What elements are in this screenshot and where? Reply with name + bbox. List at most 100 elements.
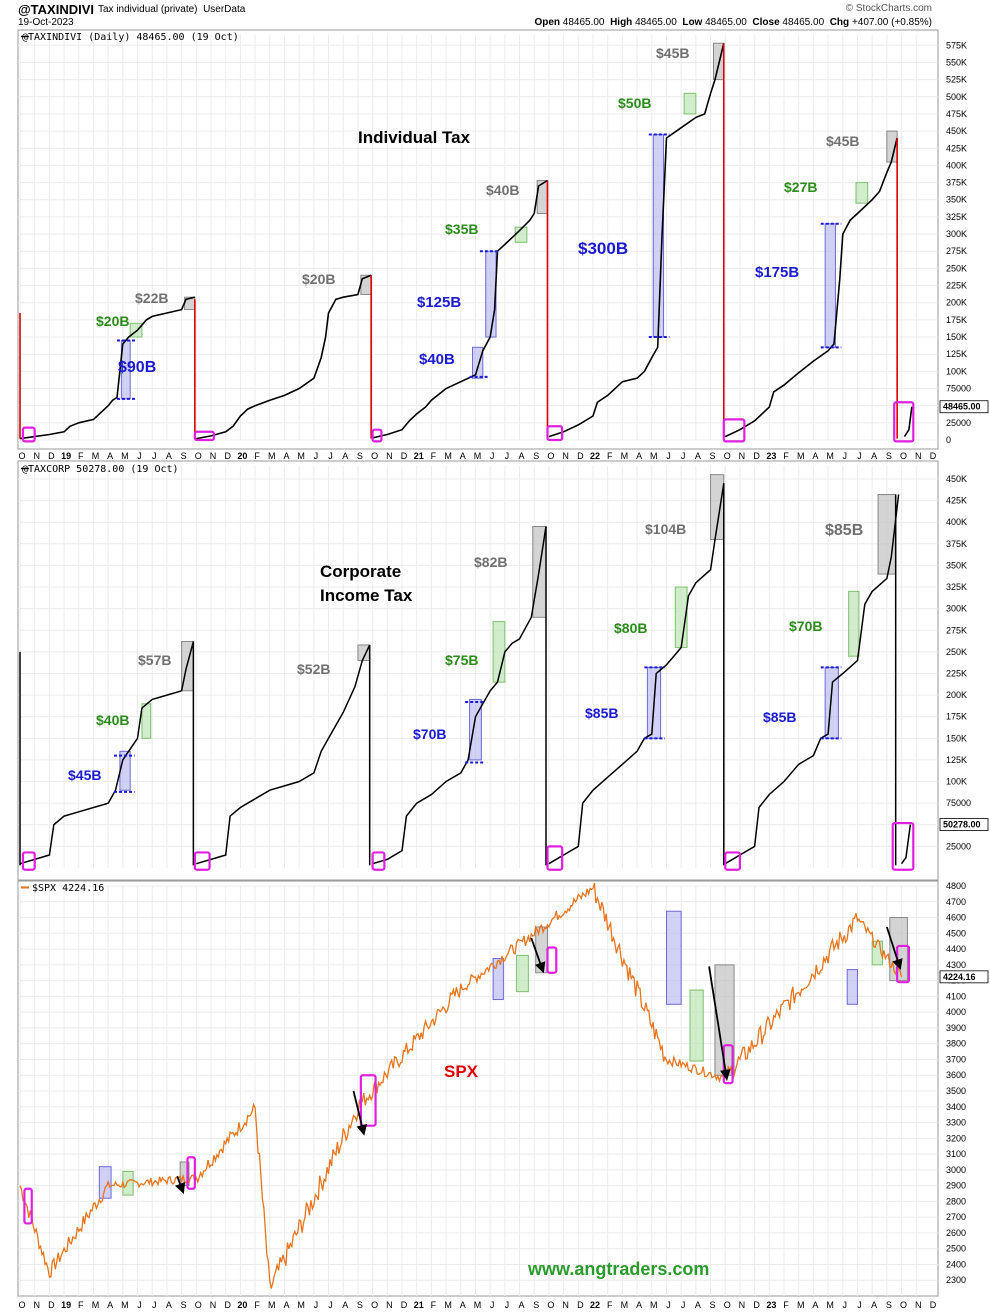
y-tick-label: 3000 bbox=[946, 1165, 966, 1175]
x-tick-label: O bbox=[371, 451, 378, 461]
x-tick-label: O bbox=[724, 1300, 731, 1310]
shaded-box-blue bbox=[485, 250, 497, 338]
x-tick-label: D bbox=[401, 451, 408, 461]
corporate-fy-line bbox=[548, 483, 725, 865]
x-tick-label: N bbox=[386, 451, 393, 461]
x-tick-label: F bbox=[431, 1300, 437, 1310]
annotation-label: $300B bbox=[578, 239, 628, 258]
x-tick-label: J bbox=[490, 1300, 495, 1310]
x-tick-label: M bbox=[474, 451, 482, 461]
annotations-individual: $22B $20B $90B $20B $40B $35B $125B $40B $45B $50… bbox=[96, 45, 859, 376]
last-value-label: 48465.00 bbox=[943, 402, 981, 412]
x-tick-label: J bbox=[505, 451, 510, 461]
footer-url: www.angtraders.com bbox=[527, 1259, 709, 1279]
shaded-box-green bbox=[141, 703, 152, 739]
ohlc-readout: Open 48465.00 High 48465.00 Low 48465.00… bbox=[534, 17, 932, 28]
y-tick-label: 3700 bbox=[946, 1054, 966, 1064]
y-tick-label: 2300 bbox=[946, 1275, 966, 1285]
y-tick-label: 2800 bbox=[946, 1196, 966, 1206]
magenta-box bbox=[21, 851, 36, 871]
x-tick-label: D bbox=[401, 1300, 408, 1310]
x-tick-label: A bbox=[166, 451, 172, 461]
shaded-box-gray bbox=[889, 917, 908, 982]
y-axis-individual: 575K 550K 525K 500K 475K 450K 425K 400K 375K 350K… bbox=[939, 40, 989, 445]
x-tick-label: J bbox=[857, 1300, 862, 1310]
x-tick-label: M bbox=[621, 1300, 629, 1310]
y-tick-label: 550K bbox=[946, 57, 967, 67]
annotation-label: $40B bbox=[486, 182, 519, 198]
trend-arrow bbox=[886, 926, 903, 971]
x-tick-label: A bbox=[519, 451, 525, 461]
x-tick-label: M bbox=[92, 1300, 100, 1310]
shaded-box-green bbox=[689, 989, 704, 1062]
last-value-box bbox=[939, 400, 989, 414]
x-tick-label: D bbox=[930, 451, 937, 461]
shaded-box-blue bbox=[98, 1166, 112, 1199]
x-tick-label: A bbox=[812, 451, 818, 461]
x-tick-label: M bbox=[444, 1300, 452, 1310]
x-tick-label: S bbox=[533, 451, 539, 461]
x-tick-label: 21 bbox=[414, 1300, 424, 1310]
x-axis-top: O N D 19 F M A M J J A S O N D 20 F M A M J J A S O N D 21 F M A M J J A S O… bbox=[18, 451, 936, 461]
shading-spx bbox=[98, 910, 908, 1199]
symbol-subtitle: Tax individual (private) UserData bbox=[98, 4, 246, 15]
x-tick-label: A bbox=[871, 1300, 877, 1310]
y-tick-label: 2900 bbox=[946, 1181, 966, 1191]
annotation-label: $22B bbox=[135, 290, 168, 306]
annotation-label: $85B bbox=[585, 705, 618, 721]
individual-fy-line bbox=[724, 137, 898, 438]
panel-corporate-tax: 450K 425K 400K 375K 350K 325K 300K 275K 250K 225K… bbox=[17, 460, 989, 881]
x-tick-label: N bbox=[210, 1300, 217, 1310]
x-tick-label: N bbox=[562, 451, 569, 461]
x-tick-label: S bbox=[886, 1300, 892, 1310]
y-axis-spx: 4800470046004500440043004200410040003900… bbox=[939, 881, 989, 1285]
magenta-box bbox=[724, 851, 742, 871]
corporate-fy-line bbox=[724, 494, 900, 865]
y-tick-label: 575K bbox=[946, 40, 967, 50]
y-tick-label: 25000 bbox=[946, 418, 971, 428]
x-tick-label: D bbox=[224, 1300, 231, 1310]
y-tick-label: 425K bbox=[946, 496, 967, 506]
x-tick-label: F bbox=[431, 451, 437, 461]
y-tick-label: 3400 bbox=[946, 1102, 966, 1112]
y-tick-label: 4300 bbox=[946, 960, 966, 970]
y-tick-label: 4400 bbox=[946, 944, 966, 954]
y-tick-label: 3900 bbox=[946, 1023, 966, 1033]
x-tick-label: D bbox=[48, 1300, 55, 1310]
y-tick-label: 400K bbox=[946, 517, 967, 527]
corporate-fy-line bbox=[196, 644, 371, 865]
x-tick-label: J bbox=[314, 451, 319, 461]
x-tick-label: J bbox=[152, 1300, 157, 1310]
last-value-box bbox=[939, 818, 989, 831]
x-tick-label: M bbox=[268, 1300, 276, 1310]
x-tick-label: 20 bbox=[237, 1300, 247, 1310]
y-tick-label: 475K bbox=[946, 109, 967, 119]
magenta-box bbox=[546, 946, 558, 974]
annotation-label: $125B bbox=[417, 294, 461, 311]
x-tick-label: O bbox=[195, 451, 202, 461]
x-tick-label: J bbox=[137, 451, 142, 461]
corporate-fy-line bbox=[19, 641, 195, 865]
x-tick-label: O bbox=[18, 1300, 25, 1310]
trend-arrow bbox=[530, 937, 546, 974]
x-tick-label: D bbox=[930, 1300, 937, 1310]
y-tick-label: 275K bbox=[946, 625, 967, 635]
trend-arrow bbox=[708, 966, 731, 1081]
annotation-label: $50B bbox=[618, 95, 651, 111]
x-tick-label: 23 bbox=[766, 451, 776, 461]
x-tick-label: A bbox=[107, 1300, 113, 1310]
annotation-label: $70B bbox=[789, 618, 822, 634]
x-tick-label: M bbox=[297, 1300, 305, 1310]
annotation-label: $70B bbox=[413, 726, 446, 742]
x-tick-label: N bbox=[915, 1300, 922, 1310]
panel-individual-tax: 575K 550K 525K 500K 475K 450K 425K 400K 375K 350K… bbox=[17, 29, 989, 450]
x-tick-label: M bbox=[92, 451, 100, 461]
x-tick-label: 23 bbox=[766, 1300, 776, 1310]
chart-header: @TAXINDIVI Tax individual (private) User… bbox=[0, 0, 990, 30]
title-corporate-line2: Income Tax bbox=[320, 586, 413, 605]
y-tick-label: 3200 bbox=[946, 1133, 966, 1143]
x-tick-label: N bbox=[739, 1300, 746, 1310]
grid-spx bbox=[18, 885, 938, 1296]
x-tick-label: D bbox=[48, 451, 55, 461]
x-tick-label: A bbox=[695, 1300, 701, 1310]
